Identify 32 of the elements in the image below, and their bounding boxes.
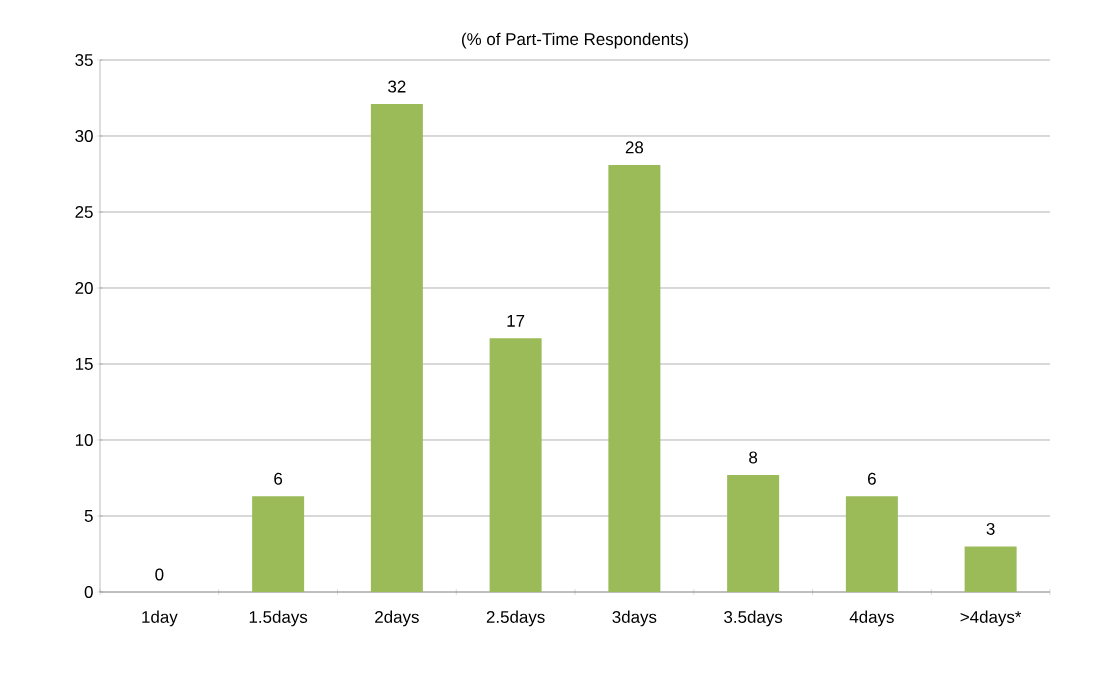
bar: [964, 546, 1017, 592]
y-tick-label: 30: [75, 130, 93, 142]
bar: [845, 496, 898, 592]
y-tick-label: 0: [84, 586, 93, 598]
x-tick-label: 4days: [849, 610, 894, 627]
x-tick-label: 2days: [375, 610, 419, 627]
bar: [252, 496, 305, 592]
data-label: 28: [625, 141, 644, 154]
bar: [727, 474, 780, 592]
x-tick-label: >4days*: [960, 610, 1022, 627]
data-label: 0: [155, 568, 164, 581]
data-label: 6: [868, 472, 876, 485]
data-label: 3: [986, 522, 995, 535]
y-tick-label: 15: [75, 358, 93, 370]
x-tick-label: 1day: [142, 610, 178, 627]
bar: [608, 164, 661, 592]
chart-title: (% of Part-Time Respondents): [462, 32, 688, 49]
bar: [370, 104, 423, 592]
y-tick-label: 5: [84, 510, 93, 522]
y-tick-label: 20: [75, 282, 93, 294]
x-tick-label: 3days: [612, 610, 657, 627]
bar: [489, 338, 542, 592]
y-tick-label: 10: [75, 434, 93, 446]
y-tick-label: 25: [75, 206, 93, 218]
data-label: 6: [274, 472, 283, 485]
data-label: 17: [507, 314, 525, 327]
data-label: 8: [749, 451, 758, 464]
y-tick-label: 35: [75, 54, 93, 66]
x-tick-label: 3.5days: [724, 610, 783, 627]
data-label: 32: [388, 80, 406, 93]
x-tick-label: 2.5days: [486, 610, 545, 627]
x-tick-label: 1.5days: [249, 610, 308, 627]
